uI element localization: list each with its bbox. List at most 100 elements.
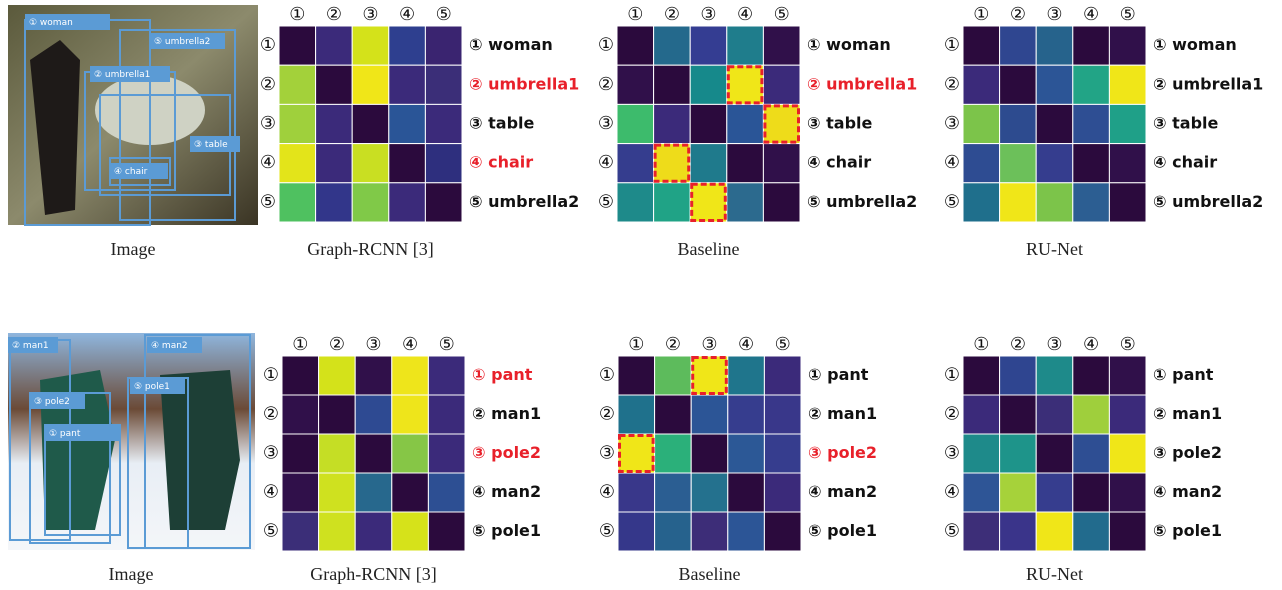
row-index: ① (944, 35, 960, 56)
heatmap-cell (316, 144, 353, 183)
caption: Image (109, 564, 154, 584)
heatmap-cell (727, 104, 764, 143)
heatmap-cell (617, 26, 654, 65)
col-index: ② (1010, 334, 1026, 355)
heatmap-cell (319, 434, 356, 473)
heatmap-cell (282, 473, 319, 512)
col-index: ① (973, 4, 989, 25)
heatmap-cell (963, 144, 1000, 183)
heatmap-cell (617, 65, 654, 104)
heatmap-cell (690, 26, 727, 65)
row-label: ④ man2 (808, 482, 877, 501)
heatmap-cell (389, 183, 426, 222)
row-index: ① (598, 35, 614, 56)
heatmap-cell (618, 395, 655, 434)
heatmap-cell (316, 26, 353, 65)
heatmap-cell (1000, 356, 1037, 395)
col-index: ① (973, 334, 989, 355)
heatmap-cell (282, 395, 319, 434)
heatmap-cell (389, 144, 426, 183)
heatmap-cell (352, 144, 389, 183)
col-index: ④ (399, 4, 415, 25)
box-label: ④ chair (114, 167, 148, 177)
row-label: ② umbrella1 (469, 74, 579, 93)
heatmap-cell (1109, 356, 1146, 395)
row-index: ① (599, 365, 615, 386)
col-index: ⑤ (436, 4, 452, 25)
row-label: ① pant (808, 365, 869, 384)
row-label: ④ chair (807, 153, 871, 172)
heatmap-cell (1073, 65, 1110, 104)
heatmap-cell (1000, 26, 1037, 65)
caption: Image (111, 239, 156, 259)
heatmap-cell (728, 512, 765, 551)
box-label: ① pant (49, 429, 81, 439)
caption: Graph-RCNN [3] (307, 239, 433, 259)
heatmap-cell (1000, 512, 1037, 551)
heatmap-cell (392, 473, 429, 512)
heatmap-cell (1073, 144, 1110, 183)
col-index: ④ (402, 334, 418, 355)
col-index: ① (292, 334, 308, 355)
heatmap-cell (617, 183, 654, 222)
heatmap-cell (963, 395, 1000, 434)
row-index: ③ (598, 113, 614, 134)
heatmap-cell (1109, 26, 1146, 65)
heatmap-cell (728, 473, 765, 512)
heatmap-cell (1109, 473, 1146, 512)
heatmap-cell (1000, 395, 1037, 434)
col-index: ⑤ (775, 334, 791, 355)
heatmap-cell (1036, 395, 1073, 434)
heatmap-cell (1036, 144, 1073, 183)
heatmap-cell (655, 473, 692, 512)
row-label: ③ table (1153, 114, 1219, 133)
heatmap-cell (389, 65, 426, 104)
heatmap-cell (279, 104, 316, 143)
heatmap-cell (1109, 104, 1146, 143)
row-index: ② (598, 74, 614, 95)
heatmap-cell (282, 512, 319, 551)
row-index: ④ (944, 482, 960, 503)
heatmap-cell (690, 144, 727, 183)
row-label: ③ table (807, 114, 873, 133)
heatmap-cell (654, 183, 691, 222)
row-index: ② (599, 404, 615, 425)
heatmap-cell (1073, 26, 1110, 65)
heatmap-cell (1036, 104, 1073, 143)
box-label: ② man1 (12, 341, 49, 351)
row-label: ① pant (1153, 365, 1214, 384)
row-label: ② umbrella1 (807, 74, 917, 93)
heatmap-cell (1109, 144, 1146, 183)
row-index: ④ (260, 152, 276, 173)
heatmap-cell (428, 356, 465, 395)
heatmap-cell (763, 144, 800, 183)
heatmap-cell (655, 512, 692, 551)
row-label: ② man1 (472, 404, 541, 423)
heatmap-cell (319, 473, 356, 512)
col-index: ④ (1083, 4, 1099, 25)
heatmap-cell (392, 395, 429, 434)
row-label: ③ pole2 (472, 443, 541, 462)
heatmap-cell (425, 104, 462, 143)
row-label: ⑤ pole1 (472, 521, 541, 540)
heatmap-cell (617, 144, 654, 183)
box-label: ③ table (194, 140, 228, 150)
heatmap-cell (352, 104, 389, 143)
row-label: ③ table (469, 114, 535, 133)
heatmap-cell (279, 65, 316, 104)
row-label: ② man1 (1153, 404, 1222, 423)
heatmap-cell (690, 183, 727, 222)
heatmap-cell (764, 395, 801, 434)
row-index: ⑤ (599, 521, 615, 542)
heatmap-cell (691, 356, 728, 395)
box-label: ④ man2 (151, 341, 188, 351)
heatmap-cell (319, 512, 356, 551)
col-index: ③ (1046, 4, 1062, 25)
box-label: ③ pole2 (34, 397, 70, 407)
heatmap-cell (763, 104, 800, 143)
heatmap-cell (428, 512, 465, 551)
heatmap-cell (1073, 395, 1110, 434)
heatmap-cell (654, 65, 691, 104)
heatmap-cell (1036, 434, 1073, 473)
heatmap-cell (279, 144, 316, 183)
